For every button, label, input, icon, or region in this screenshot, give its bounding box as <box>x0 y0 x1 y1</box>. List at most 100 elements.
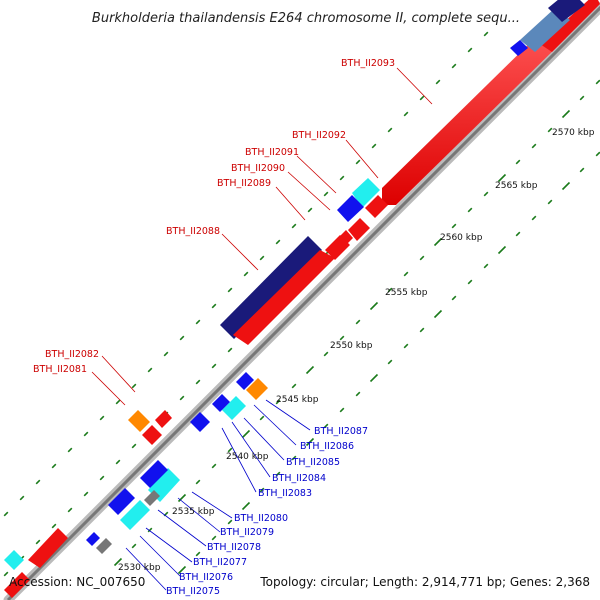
gene-label-BTH_II2085[interactable]: BTH_II2085 <box>286 457 340 468</box>
gene-BTH_II2085[interactable] <box>222 396 246 420</box>
track-dot <box>195 551 201 557</box>
gene-BTH_II2079[interactable] <box>140 460 168 488</box>
track-dot <box>387 127 393 133</box>
gene-label-BTH_II2075[interactable]: BTH_II2075 <box>166 586 220 597</box>
gene-label-BTH_II2077[interactable]: BTH_II2077 <box>193 557 247 568</box>
track-dot <box>211 303 217 309</box>
gene-BTH_II2084[interactable] <box>212 394 230 412</box>
gene-BTH_II2089-a[interactable] <box>348 218 370 241</box>
track-dot <box>259 255 265 261</box>
backbone <box>3 1 600 600</box>
gene-red-mid[interactable] <box>233 250 335 345</box>
scale-label-2540: 2540 kbp <box>226 452 269 462</box>
gene-BTH_II2086[interactable] <box>236 372 254 390</box>
gene-BTH_II2081[interactable] <box>142 425 162 445</box>
gene-label-BTH_II2093[interactable]: BTH_II2093 <box>341 58 395 69</box>
track-dot <box>99 475 105 481</box>
track-dot <box>419 95 425 101</box>
track-dot <box>497 173 507 183</box>
track-dot <box>579 95 585 101</box>
track-dot <box>35 479 41 485</box>
gene-red-small[interactable] <box>155 410 172 428</box>
gene-label-BTH_II2088[interactable]: BTH_II2088 <box>166 226 220 237</box>
track-dot <box>547 127 553 133</box>
track-dot <box>561 181 571 191</box>
track-dot <box>83 491 89 497</box>
gene-label-BTH_II2083[interactable]: BTH_II2083 <box>258 488 312 499</box>
gene-cyan-left[interactable] <box>4 550 24 570</box>
gene-BTH_II2087[interactable] <box>246 378 268 400</box>
track-dot <box>51 523 57 529</box>
track-dot <box>291 223 297 229</box>
gene-red-left[interactable] <box>28 528 68 568</box>
track-dot <box>403 271 409 277</box>
track-dot <box>595 151 600 157</box>
gene-BTH_II2088[interactable] <box>220 236 322 339</box>
gene-blue-top2[interactable] <box>548 0 585 22</box>
track-dot <box>227 347 233 353</box>
gene-label-BTH_II2092[interactable]: BTH_II2092 <box>292 130 346 141</box>
accession-label: Accession: NC_007650 <box>9 575 145 589</box>
gene-red-mid2[interactable] <box>325 235 350 260</box>
gene-BTH_II2090[interactable] <box>365 195 388 218</box>
track-dot <box>305 365 315 375</box>
track-dot <box>131 443 137 449</box>
gene-label-BTH_II2090[interactable]: BTH_II2090 <box>231 163 285 174</box>
gene-BTH_II2093[interactable] <box>382 28 566 205</box>
track-dot <box>3 511 9 517</box>
gene-label-BTH_II2087[interactable]: BTH_II2087 <box>314 426 368 437</box>
gene-BTH_II2075[interactable] <box>86 532 100 546</box>
gene-label-BTH_II2081[interactable]: BTH_II2081 <box>33 364 87 375</box>
gene-label-BTH_II2076[interactable]: BTH_II2076 <box>179 572 233 583</box>
track-dot <box>435 79 441 85</box>
gene-BTH_II2083[interactable] <box>190 412 210 432</box>
reverse-genes <box>86 0 585 554</box>
gene-BTH_II2077[interactable] <box>108 488 135 515</box>
gene-red-left2[interactable] <box>4 572 30 598</box>
gene-BTH_II2091[interactable] <box>337 195 364 222</box>
gene-grey-mid[interactable] <box>144 490 160 506</box>
track-dot <box>339 407 345 413</box>
track-dot <box>305 437 315 447</box>
gene-label-BTH_II2089[interactable]: BTH_II2089 <box>217 178 271 189</box>
track-dot <box>131 383 137 389</box>
gene-BTH_II2078[interactable] <box>120 500 150 530</box>
gene-label-BTH_II2078[interactable]: BTH_II2078 <box>207 542 261 553</box>
track-dot <box>275 239 281 245</box>
gene-label-BTH_II2079[interactable]: BTH_II2079 <box>220 527 274 538</box>
gene-label-BTH_II2080[interactable]: BTH_II2080 <box>234 513 288 524</box>
gene-label-BTH_II2091[interactable]: BTH_II2091 <box>245 147 299 158</box>
scale-label-2545: 2545 kbp <box>276 395 319 405</box>
track-dot <box>177 565 187 575</box>
gene-label-BTH_II2084[interactable]: BTH_II2084 <box>272 473 326 484</box>
scale-label-2555: 2555 kbp <box>385 288 428 298</box>
topology-stats: Topology: circular; Length: 2,914,771 bp… <box>259 575 590 589</box>
track-dot <box>355 159 361 165</box>
scale-label-2570: 2570 kbp <box>552 128 595 138</box>
track-dot <box>227 447 233 453</box>
track-dot <box>67 447 73 453</box>
track-dot <box>515 159 521 165</box>
track-dot <box>467 207 473 213</box>
track-dot <box>483 31 489 37</box>
reverse-gene-labels: BTH_II2087 BTH_II2086 BTH_II2085 BTH_II2… <box>166 426 368 597</box>
track-dot <box>497 245 507 255</box>
gene-label-BTH_II2082[interactable]: BTH_II2082 <box>45 349 99 360</box>
track-dot <box>241 429 251 439</box>
map-title: Burkholderia thailandensis E264 chromoso… <box>92 11 520 26</box>
gene-BTH_II2092[interactable] <box>352 178 380 208</box>
gene-blue-top1[interactable] <box>520 8 570 52</box>
gene-red-top[interactable] <box>540 0 600 52</box>
track-dot <box>115 399 121 405</box>
track-dot <box>211 535 217 541</box>
track-dot <box>387 359 393 365</box>
track-dot <box>19 495 25 501</box>
track-dot <box>35 539 41 545</box>
gene-blue-top3[interactable] <box>510 40 528 56</box>
track-dot <box>275 471 281 477</box>
gene-BTH_II2076[interactable] <box>96 538 112 554</box>
track-dot <box>451 295 457 301</box>
gene-BTH_II2082[interactable] <box>128 410 150 432</box>
forward-genes <box>4 0 600 598</box>
gene-label-BTH_II2086[interactable]: BTH_II2086 <box>300 441 354 452</box>
